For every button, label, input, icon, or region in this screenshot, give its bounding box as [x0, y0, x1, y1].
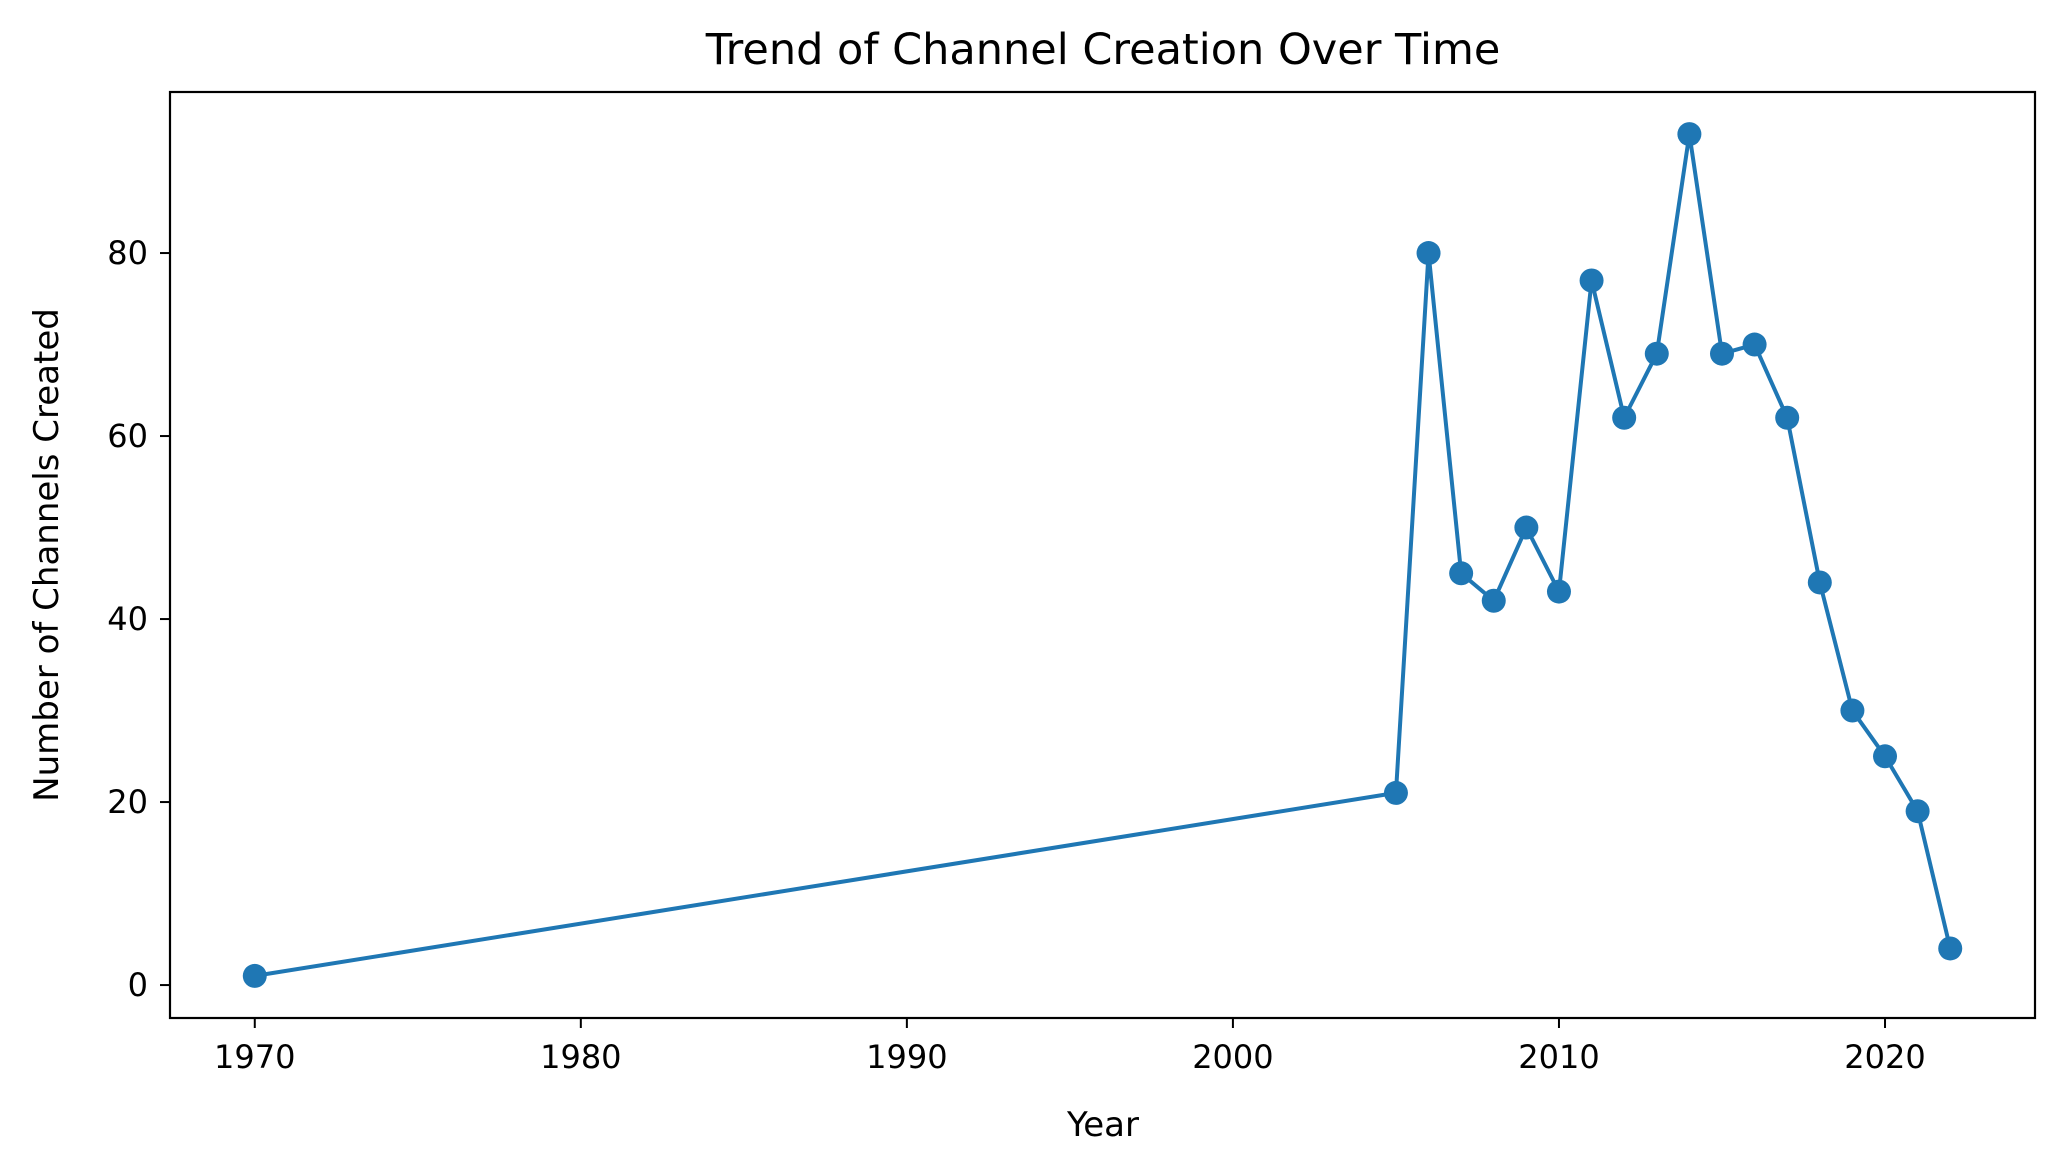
y-axis-label: Number of Channels Created	[27, 308, 67, 802]
y-axis-ticks: 0 20 40 60 80	[107, 234, 170, 1004]
data-point	[1742, 332, 1767, 357]
data-point	[1873, 744, 1898, 769]
x-axis-ticks: 1970 1980 1990 2000 2010 2020	[214, 1018, 1926, 1076]
x-tick-label: 2010	[1518, 1038, 1599, 1076]
data-point	[1579, 268, 1604, 293]
data-point	[1449, 561, 1474, 586]
data-point	[1514, 515, 1539, 540]
data-point	[242, 963, 267, 988]
x-tick-label: 1980	[540, 1038, 621, 1076]
data-point	[1709, 341, 1734, 366]
data-point	[1905, 799, 1930, 824]
x-tick-label: 1990	[866, 1038, 947, 1076]
data-point	[1677, 122, 1702, 147]
data-point	[1416, 241, 1441, 266]
data-point	[1612, 405, 1637, 430]
data-point	[1481, 588, 1506, 613]
x-axis-label: Year	[1066, 1105, 1139, 1145]
y-tick-label: 40	[107, 600, 148, 638]
x-tick-label: 2000	[1192, 1038, 1273, 1076]
data-point	[1840, 698, 1865, 723]
y-tick-label: 80	[107, 234, 148, 272]
y-tick-label: 20	[107, 783, 148, 821]
x-tick-label: 2020	[1844, 1038, 1925, 1076]
plot-area	[242, 122, 1963, 988]
data-point	[1938, 936, 1963, 961]
y-tick-label: 0	[128, 966, 148, 1004]
data-point	[1546, 579, 1571, 604]
data-point	[1383, 780, 1408, 805]
chart-title: Trend of Channel Creation Over Time	[705, 25, 1501, 75]
data-point	[1807, 570, 1832, 595]
y-tick-label: 60	[107, 417, 148, 455]
data-point	[1644, 341, 1669, 366]
plot-frame	[168, 90, 2037, 1020]
data-point	[1775, 405, 1800, 430]
x-tick-label: 1970	[214, 1038, 295, 1076]
